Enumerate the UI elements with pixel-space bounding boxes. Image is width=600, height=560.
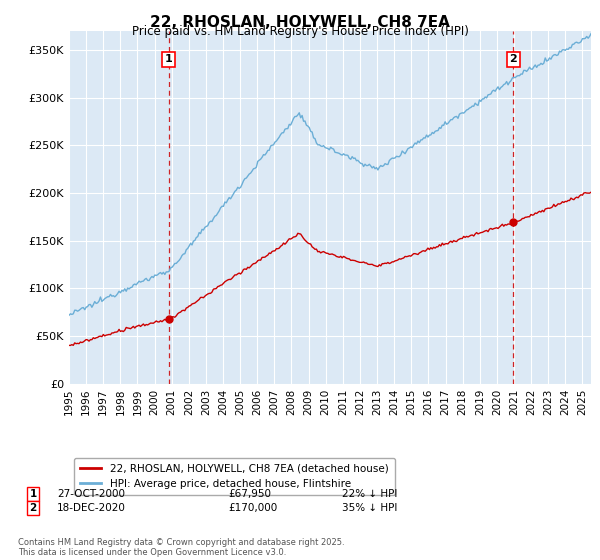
Text: £170,000: £170,000: [228, 503, 277, 513]
Text: 27-OCT-2000: 27-OCT-2000: [57, 489, 125, 499]
Text: 22% ↓ HPI: 22% ↓ HPI: [342, 489, 397, 499]
Text: 1: 1: [165, 54, 172, 64]
Legend: 22, RHOSLAN, HOLYWELL, CH8 7EA (detached house), HPI: Average price, detached ho: 22, RHOSLAN, HOLYWELL, CH8 7EA (detached…: [74, 458, 395, 495]
Text: 2: 2: [509, 54, 517, 64]
Text: Price paid vs. HM Land Registry's House Price Index (HPI): Price paid vs. HM Land Registry's House …: [131, 25, 469, 38]
Text: 35% ↓ HPI: 35% ↓ HPI: [342, 503, 397, 513]
Text: 2: 2: [29, 503, 37, 513]
Text: 1: 1: [29, 489, 37, 499]
Text: 18-DEC-2020: 18-DEC-2020: [57, 503, 126, 513]
Text: 22, RHOSLAN, HOLYWELL, CH8 7EA: 22, RHOSLAN, HOLYWELL, CH8 7EA: [150, 15, 450, 30]
Text: £67,950: £67,950: [228, 489, 271, 499]
Text: Contains HM Land Registry data © Crown copyright and database right 2025.
This d: Contains HM Land Registry data © Crown c…: [18, 538, 344, 557]
